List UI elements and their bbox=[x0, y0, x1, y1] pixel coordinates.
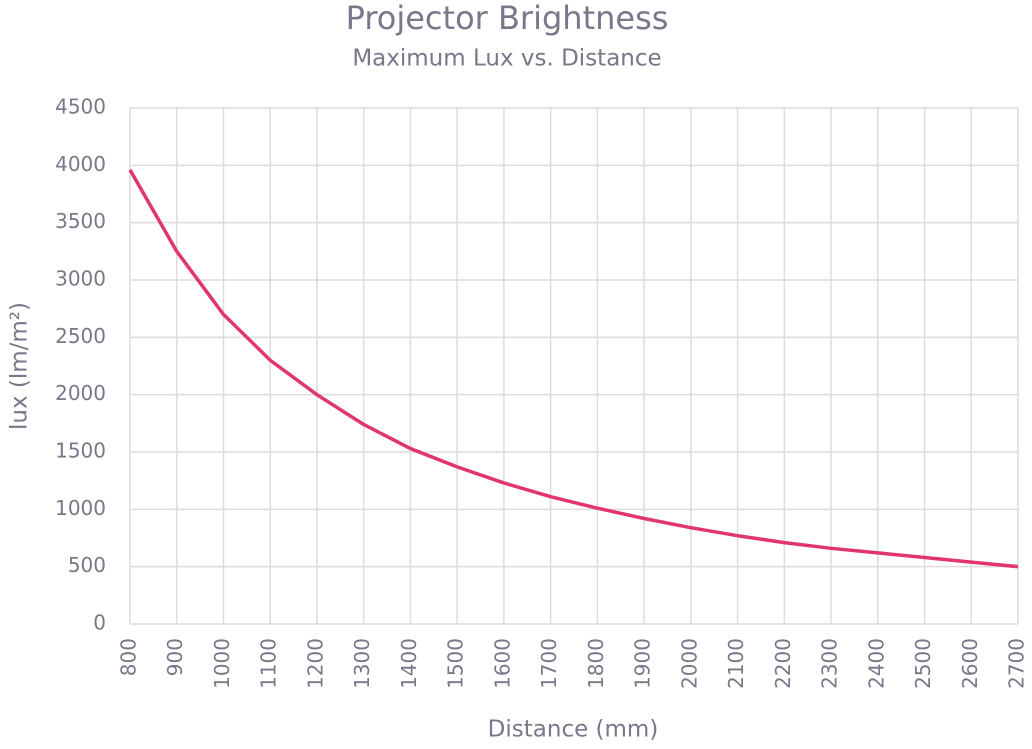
chart-title: Projector Brightness bbox=[346, 0, 669, 37]
x-tick-label: 2100 bbox=[724, 638, 748, 689]
data-line bbox=[128, 169, 1019, 569]
x-tick-label: 1900 bbox=[631, 638, 655, 689]
x-tick-label: 2600 bbox=[958, 638, 982, 689]
y-tick-label: 1000 bbox=[55, 496, 106, 520]
x-tick-label: 2500 bbox=[911, 638, 935, 689]
y-tick-label: 500 bbox=[68, 553, 106, 577]
x-tick-label: 2200 bbox=[771, 638, 795, 689]
y-tick-label: 3000 bbox=[55, 267, 106, 291]
x-tick-label: 2000 bbox=[677, 638, 701, 689]
y-tick-label: 1500 bbox=[55, 439, 106, 463]
x-tick-label: 800 bbox=[117, 638, 141, 676]
y-axis-label: lux (lm/m²) bbox=[7, 302, 33, 430]
x-tick-label: 900 bbox=[163, 638, 187, 676]
chart-subtitle: Maximum Lux vs. Distance bbox=[352, 46, 661, 72]
x-axis-label: Distance (mm) bbox=[488, 717, 659, 743]
y-tick-label: 2000 bbox=[55, 381, 106, 405]
x-tick-label: 2700 bbox=[1005, 638, 1029, 689]
x-tick-label: 1300 bbox=[350, 638, 374, 689]
x-tick-label: 1400 bbox=[397, 638, 421, 689]
y-tick-label: 4500 bbox=[55, 95, 106, 119]
x-tick-label: 1800 bbox=[584, 638, 608, 689]
x-tick-label: 1500 bbox=[444, 638, 468, 689]
y-tick-label: 3500 bbox=[55, 209, 106, 233]
x-tick-label: 1100 bbox=[257, 638, 281, 689]
x-tick-label: 1700 bbox=[537, 638, 561, 689]
y-tick-label: 0 bbox=[93, 611, 106, 635]
x-tick-label: 1600 bbox=[490, 638, 514, 689]
x-tick-label: 1200 bbox=[303, 638, 327, 689]
x-tick-label: 2300 bbox=[818, 638, 842, 689]
y-tick-label: 2500 bbox=[55, 324, 106, 348]
y-tick-label: 4000 bbox=[55, 152, 106, 176]
x-tick-label: 1000 bbox=[210, 638, 234, 689]
x-tick-label: 2400 bbox=[864, 638, 888, 689]
